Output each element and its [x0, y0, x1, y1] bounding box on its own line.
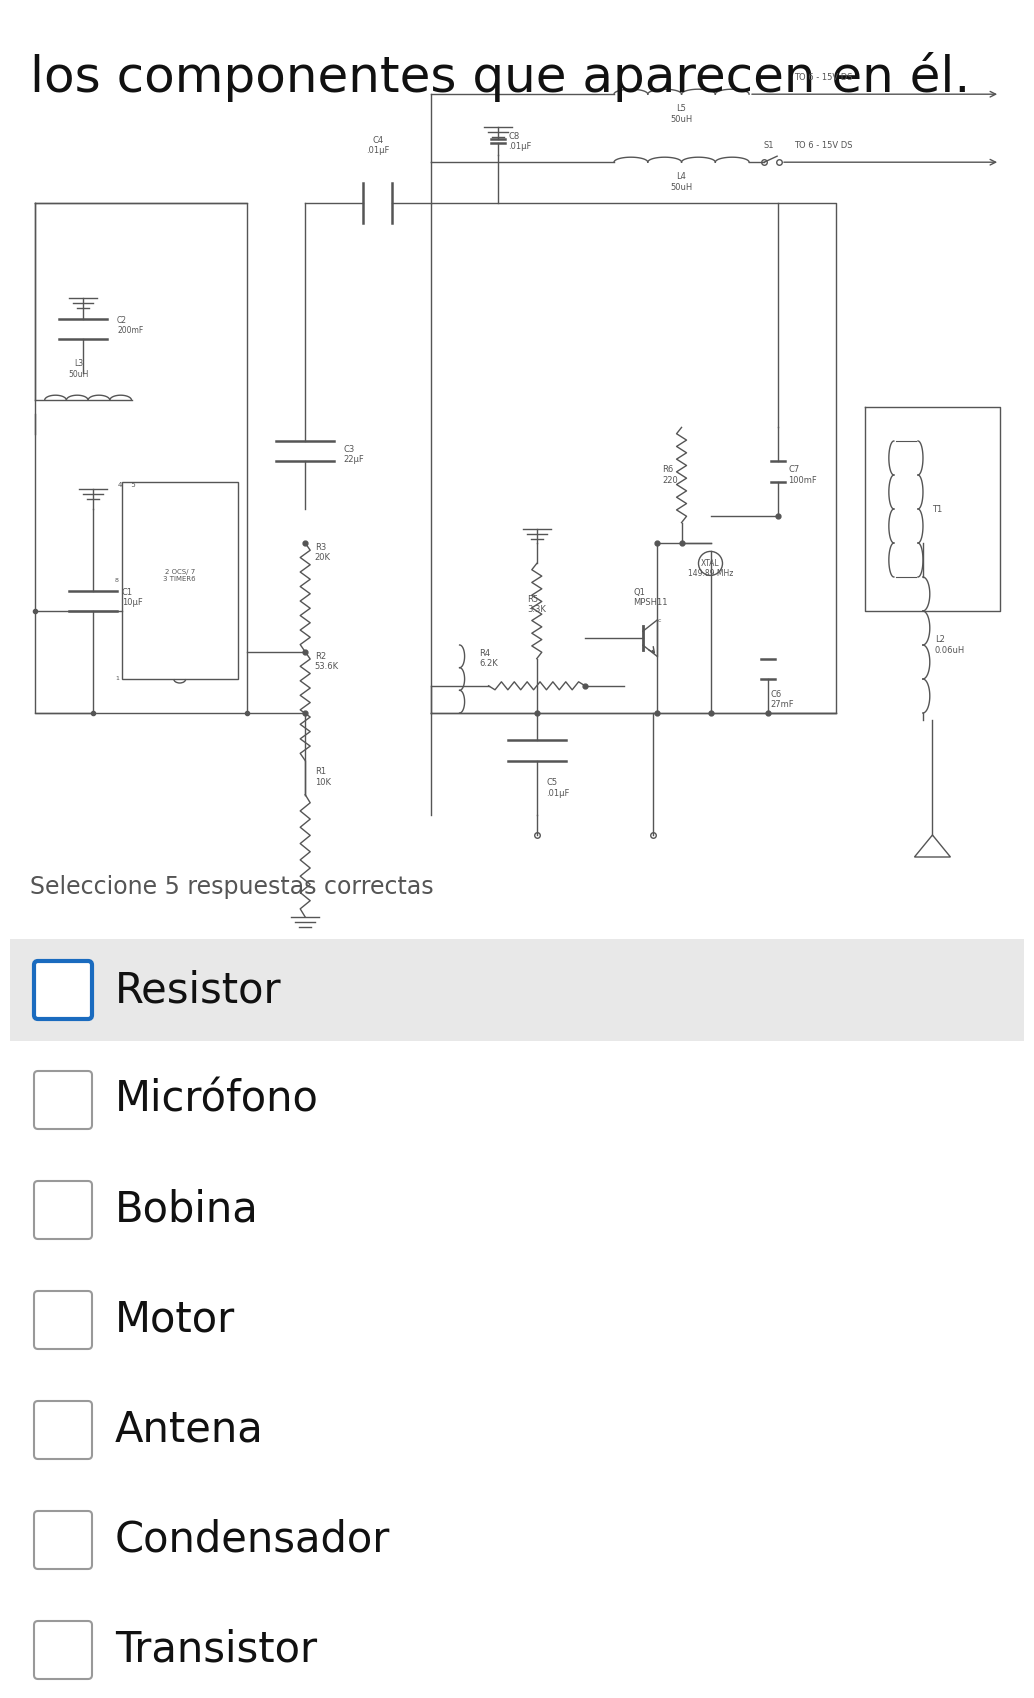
Text: R1
10K: R1 10K: [314, 767, 331, 786]
Text: Motor: Motor: [115, 1299, 236, 1341]
Text: T1: T1: [933, 504, 943, 513]
Text: Bobina: Bobina: [115, 1189, 258, 1231]
Text: R2
53.6K: R2 53.6K: [314, 652, 339, 671]
Text: TO 6 - 15V DS: TO 6 - 15V DS: [794, 141, 853, 149]
Text: Q1
MPSH11: Q1 MPSH11: [633, 588, 668, 608]
FancyBboxPatch shape: [34, 1182, 92, 1240]
Text: C7
100mF: C7 100mF: [788, 465, 817, 484]
FancyBboxPatch shape: [34, 1622, 92, 1679]
Text: L3
50uH: L3 50uH: [68, 360, 89, 379]
Text: R6
220: R6 220: [662, 465, 678, 484]
Text: C8
.01μF: C8 .01μF: [508, 132, 531, 151]
Text: TO 6 - 15V DS: TO 6 - 15V DS: [794, 73, 853, 82]
Text: Seleccione 5 respuestas correctas: Seleccione 5 respuestas correctas: [30, 874, 433, 898]
Text: los componentes que aparecen en él.: los componentes que aparecen en él.: [30, 53, 970, 102]
Text: L4
50uH: L4 50uH: [670, 171, 693, 192]
Text: Antena: Antena: [115, 1409, 264, 1452]
Text: R4
6.2K: R4 6.2K: [479, 649, 497, 669]
Text: C5
.01μF: C5 .01μF: [546, 778, 570, 798]
Text: C3
22μF: C3 22μF: [343, 445, 365, 464]
Text: L2
0.06uH: L2 0.06uH: [935, 635, 965, 655]
Text: Transistor: Transistor: [115, 1628, 317, 1671]
Text: 1: 1: [115, 676, 119, 681]
Text: C4
.01μF: C4 .01μF: [366, 136, 389, 156]
Text: L5
50uH: L5 50uH: [670, 104, 693, 124]
Text: R3
20K: R3 20K: [314, 543, 331, 562]
FancyBboxPatch shape: [34, 961, 92, 1019]
Text: XTAL
149.89 MHz: XTAL 149.89 MHz: [688, 559, 733, 579]
FancyBboxPatch shape: [34, 1511, 92, 1569]
Text: 4    5: 4 5: [118, 482, 135, 487]
Text: C1
10μF: C1 10μF: [122, 588, 143, 608]
Bar: [122, 482, 238, 679]
Text: 8: 8: [115, 577, 119, 582]
Text: Condensador: Condensador: [115, 1520, 391, 1560]
Text: Resistor: Resistor: [115, 970, 281, 1010]
Text: C6
27mF: C6 27mF: [770, 689, 794, 710]
Bar: [10, 939, 1024, 1041]
FancyBboxPatch shape: [34, 1290, 92, 1348]
Text: R5
3.3K: R5 3.3K: [527, 594, 546, 615]
Text: 2 OCS/ 7
3 TIMER6: 2 OCS/ 7 3 TIMER6: [163, 569, 196, 582]
Text: c: c: [658, 618, 662, 623]
Text: C2
200mF: C2 200mF: [117, 316, 144, 335]
Text: S1: S1: [764, 141, 774, 149]
FancyBboxPatch shape: [34, 1071, 92, 1129]
FancyBboxPatch shape: [34, 1401, 92, 1459]
Text: Micrófono: Micrófono: [115, 1078, 318, 1121]
